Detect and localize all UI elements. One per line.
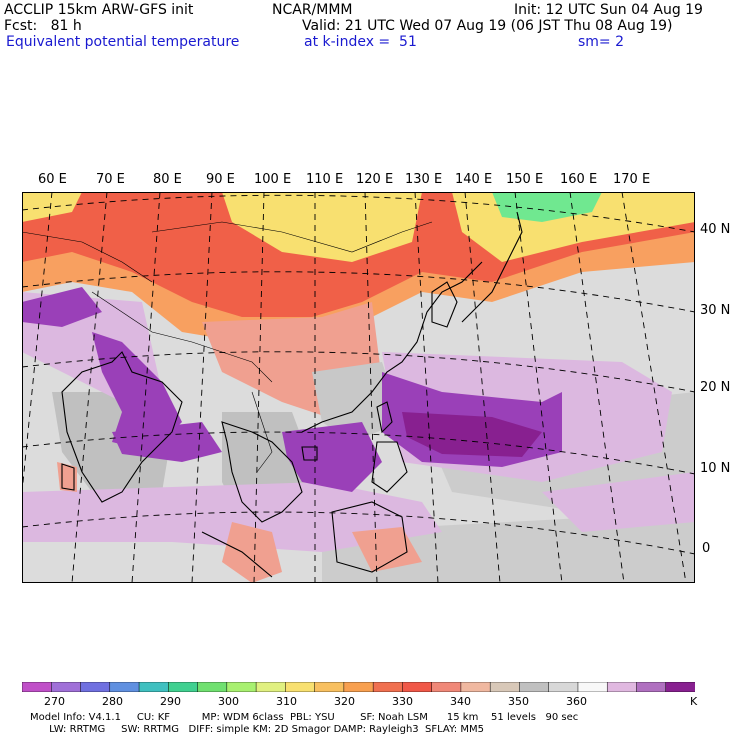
colorbar-swatch [226, 682, 257, 692]
colorbar [22, 682, 695, 692]
lon-label-90e: 90 E [206, 172, 235, 187]
lavender-east [542, 472, 695, 532]
model-info-line1: Model Info: V4.1.1 CU: KF MP: WDM 6class… [30, 712, 579, 723]
colorbar-tick-300: 300 [218, 695, 239, 708]
colorbar-swatch [577, 682, 608, 692]
korea-coast [431, 281, 458, 328]
colorbar-swatch [255, 682, 287, 692]
colorbar-swatch [460, 682, 491, 692]
coastlines [61, 211, 523, 578]
colorbar-swatch [636, 682, 667, 692]
colorbar-swatch [606, 682, 638, 692]
india-coast [61, 351, 183, 503]
lon-label-150e: 150 E [506, 172, 544, 187]
lat-label-30n: 30 N [700, 303, 731, 318]
himalaya-border [91, 291, 273, 383]
indochina-coast [221, 421, 303, 523]
smoothing-info: sm= 2 [578, 34, 625, 50]
lon-label-130e: 130 E [405, 172, 443, 187]
lat-label-20n: 20 N [700, 380, 731, 395]
taiwan-coast [376, 401, 393, 434]
init-time: Init: 12 UTC Sun 04 Aug 19 [514, 2, 703, 18]
colorbar-swatch [343, 682, 374, 692]
sumatra-coast [201, 531, 273, 578]
north-yellow-west [22, 192, 82, 222]
colorbar-tick-350: 350 [508, 695, 529, 708]
purple-india [92, 332, 182, 452]
level-info: at k-index = 51 [304, 34, 417, 50]
north-yellow-patch [222, 192, 422, 262]
colorbar-swatch [22, 682, 53, 692]
colorbar-tick-280: 280 [102, 695, 123, 708]
colorbar-swatch [519, 682, 550, 692]
organization: NCAR/MMM [272, 2, 353, 18]
lavender-south [22, 482, 442, 552]
colorbar-swatch [138, 682, 170, 692]
lon-label-160e: 160 E [560, 172, 598, 187]
colorbar-swatch [402, 682, 433, 692]
colorbar-swatch [51, 682, 82, 692]
malay-salmon [222, 522, 282, 583]
mongolia-border [151, 221, 433, 253]
lon-label-120e: 120 E [356, 172, 394, 187]
colorbar-swatch [431, 682, 462, 692]
colorbar-tick-310: 310 [276, 695, 297, 708]
field-name: Equivalent potential temperature [6, 34, 240, 50]
purple-northwest [22, 287, 102, 327]
colorbar-swatch [109, 682, 140, 692]
colorbar-tick-340: 340 [450, 695, 471, 708]
colorbar-swatch [197, 682, 228, 692]
colorbar-tick-270: 270 [44, 695, 65, 708]
model-title: ACCLIP 15km ARW-GFS init [4, 2, 194, 18]
hainan-coast [301, 446, 318, 461]
lon-label-100e: 100 E [254, 172, 292, 187]
colorbar-swatch [665, 682, 695, 692]
lon-label-140e: 140 E [455, 172, 493, 187]
colorbar-tick-320: 320 [334, 695, 355, 708]
lon-label-60e: 60 E [38, 172, 67, 187]
sri-lanka-coast [61, 463, 75, 491]
luzon-coast [371, 441, 408, 493]
purple-scs [282, 422, 382, 492]
colorbar-swatch [285, 682, 316, 692]
colorbar-swatch [489, 682, 521, 692]
north-green-patch [492, 192, 602, 222]
lon-label-80e: 80 E [153, 172, 182, 187]
valid-time: Valid: 21 UTC Wed 07 Aug 19 (06 JST Thu … [302, 18, 673, 34]
lat-label-40n: 40 N [700, 222, 731, 237]
colorbar-tick-360: 360 [566, 695, 587, 708]
lat-label-equator: 0 [702, 541, 711, 556]
lon-label-170e: 170 E [613, 172, 651, 187]
colorbar-unit: K [690, 695, 698, 708]
china-coast [301, 261, 483, 433]
borneo-coast [331, 501, 408, 573]
colorbar-tick-290: 290 [160, 695, 181, 708]
colorbar-swatch [548, 682, 579, 692]
weather-map [22, 192, 695, 583]
japan-coast [461, 211, 523, 323]
map-frame [22, 192, 695, 583]
colorbar-swatch [372, 682, 404, 692]
dark-purple-core [402, 412, 542, 457]
grid-lon-170e [621, 192, 687, 583]
colorbar-tick-330: 330 [392, 695, 413, 708]
forecast-hour: Fcst: 81 h [4, 18, 82, 34]
colorbar-swatch [80, 682, 111, 692]
lat-label-10n: 10 N [700, 461, 731, 476]
lon-label-70e: 70 E [96, 172, 125, 187]
indochina-border [251, 391, 273, 473]
colorbar-swatch [168, 682, 199, 692]
purple-bay [112, 422, 222, 462]
lon-label-110e: 110 E [306, 172, 344, 187]
graticule [22, 192, 695, 583]
colorbar-swatch [314, 682, 345, 692]
model-info-line2: LW: RRTMG SW: RRTMG DIFF: simple KM: 2D … [30, 724, 484, 735]
